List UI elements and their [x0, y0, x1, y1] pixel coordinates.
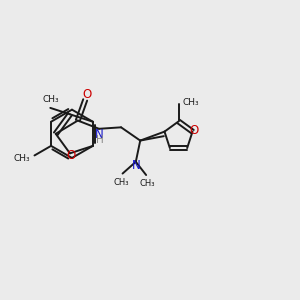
Text: CH₃: CH₃ [113, 178, 129, 187]
Text: N: N [131, 159, 140, 172]
Text: O: O [189, 124, 199, 136]
Text: O: O [66, 149, 75, 162]
Text: CH₃: CH₃ [42, 95, 58, 104]
Text: CH₃: CH₃ [14, 154, 30, 163]
Text: CH₃: CH₃ [182, 98, 199, 107]
Text: O: O [82, 88, 91, 101]
Text: N: N [95, 128, 104, 141]
Text: H: H [96, 135, 104, 145]
Text: CH₃: CH₃ [140, 179, 155, 188]
